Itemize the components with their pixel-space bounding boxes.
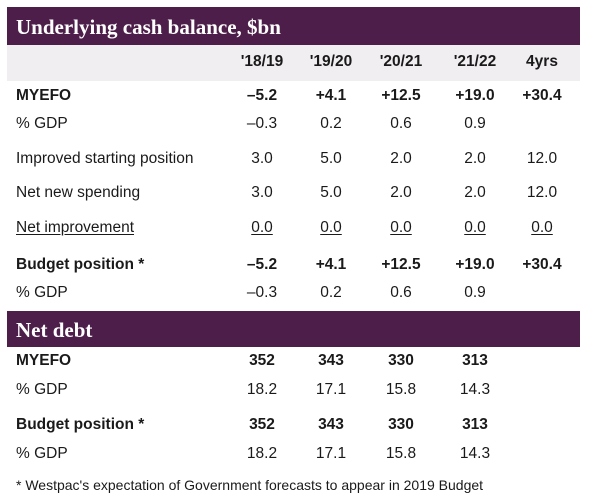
table-cell: 0.6 [390, 115, 412, 132]
section-title-net-debt: Net debt [7, 311, 580, 347]
table-cell: +12.5 [381, 256, 421, 273]
table-cell: 14.3 [459, 381, 491, 398]
table-row: Budget position * 352 343 330 313 [7, 412, 580, 440]
table-cell: +4.1 [315, 256, 347, 273]
table-cell: 0.0 [251, 219, 273, 236]
table-cell: +30.4 [522, 256, 562, 273]
column-header: '18/19 [240, 53, 284, 70]
table-cell: 17.1 [315, 445, 347, 462]
table-cell: +19.0 [455, 87, 495, 104]
table-row: % GDP 18.2 17.1 15.8 14.3 [7, 441, 580, 469]
table-cell: 0.9 [464, 115, 486, 132]
table-cell: –5.2 [246, 87, 278, 104]
column-header-row: '18/19 '19/20 '20/21 '21/22 4yrs [7, 45, 580, 81]
table-row: Net new spending 3.0 5.0 2.0 2.0 12.0 [7, 180, 580, 208]
table-cell: 0.0 [320, 219, 342, 236]
table-cell: 352 [249, 416, 275, 433]
row-label: Net new spending [16, 184, 141, 201]
cash-balance-table: Underlying cash balance, $bn '18/19 '19/… [7, 7, 580, 494]
table-cell: –0.3 [246, 284, 278, 301]
table-row: MYEFO –5.2 +4.1 +12.5 +19.0 +30.4 [7, 83, 580, 111]
table-cell: 313 [462, 416, 488, 433]
table-cell: 12.0 [526, 184, 558, 201]
table-cell: 313 [462, 352, 488, 369]
column-header: '21/22 [453, 53, 497, 70]
section-title-text: Net debt [16, 318, 93, 342]
row-label: % GDP [16, 445, 68, 462]
table-row: Net improvement 0.0 0.0 0.0 0.0 0.0 [7, 215, 580, 243]
table-cell: 18.2 [246, 445, 278, 462]
table-cell: 343 [318, 416, 344, 433]
table-cell: 0.2 [320, 115, 342, 132]
table-row: Budget position * –5.2 +4.1 +12.5 +19.0 +30.4 [7, 252, 580, 280]
table-cell: +12.5 [381, 87, 421, 104]
table-row: % GDP 18.2 17.1 15.8 14.3 [7, 377, 580, 405]
row-label: % GDP [16, 284, 68, 301]
table-cell: 0.2 [320, 284, 342, 301]
table-cell: 5.0 [320, 184, 342, 201]
table-cell: 0.9 [464, 284, 486, 301]
table-cell: 17.1 [315, 381, 347, 398]
table-cell: 2.0 [464, 150, 486, 167]
section-title-cash-balance: Underlying cash balance, $bn [7, 7, 580, 45]
table-cell: 2.0 [464, 184, 486, 201]
column-header: '20/21 [379, 53, 423, 70]
row-label: Net improvement [16, 219, 135, 236]
table-cell: +30.4 [522, 87, 562, 104]
table-cell: 352 [249, 352, 275, 369]
section-title-text: Underlying cash balance, $bn [16, 15, 281, 39]
table-cell: –0.3 [246, 115, 278, 132]
row-label: Budget position * [16, 416, 145, 433]
table-row: % GDP –0.3 0.2 0.6 0.9 [7, 111, 580, 139]
table-cell: 15.8 [385, 445, 417, 462]
row-label: MYEFO [16, 87, 72, 104]
column-header: '19/20 [309, 53, 353, 70]
table-cell: 3.0 [251, 150, 273, 167]
table-cell: 343 [318, 352, 344, 369]
table-cell: 18.2 [246, 381, 278, 398]
table-cell: –5.2 [246, 256, 278, 273]
table-cell: 330 [388, 416, 414, 433]
table-cell: 14.3 [459, 445, 491, 462]
row-label: % GDP [16, 115, 68, 132]
table-row: Improved starting position 3.0 5.0 2.0 2.0 12… [7, 146, 580, 174]
table-cell: 330 [388, 352, 414, 369]
row-label: Improved starting position [16, 150, 194, 167]
row-label: Budget position * [16, 256, 145, 273]
table-row: MYEFO 352 343 330 313 [7, 348, 580, 376]
footnote: * Westpac's expectation of Government fo… [16, 477, 484, 493]
table-cell: 3.0 [251, 184, 273, 201]
table-cell: 0.0 [390, 219, 412, 236]
table-cell: 2.0 [390, 184, 412, 201]
table-cell: +19.0 [455, 256, 495, 273]
table-cell: 0.0 [531, 219, 553, 236]
table-cell: 0.0 [464, 219, 486, 236]
table-cell: 0.6 [390, 284, 412, 301]
table-cell: +4.1 [315, 87, 347, 104]
column-header: 4yrs [526, 53, 558, 70]
table-cell: 12.0 [526, 150, 558, 167]
table-cell: 5.0 [320, 150, 342, 167]
row-label: MYEFO [16, 352, 72, 369]
row-label: % GDP [16, 381, 68, 398]
table-cell: 15.8 [385, 381, 417, 398]
table-cell: 2.0 [390, 150, 412, 167]
table-row: % GDP –0.3 0.2 0.6 0.9 [7, 280, 580, 308]
